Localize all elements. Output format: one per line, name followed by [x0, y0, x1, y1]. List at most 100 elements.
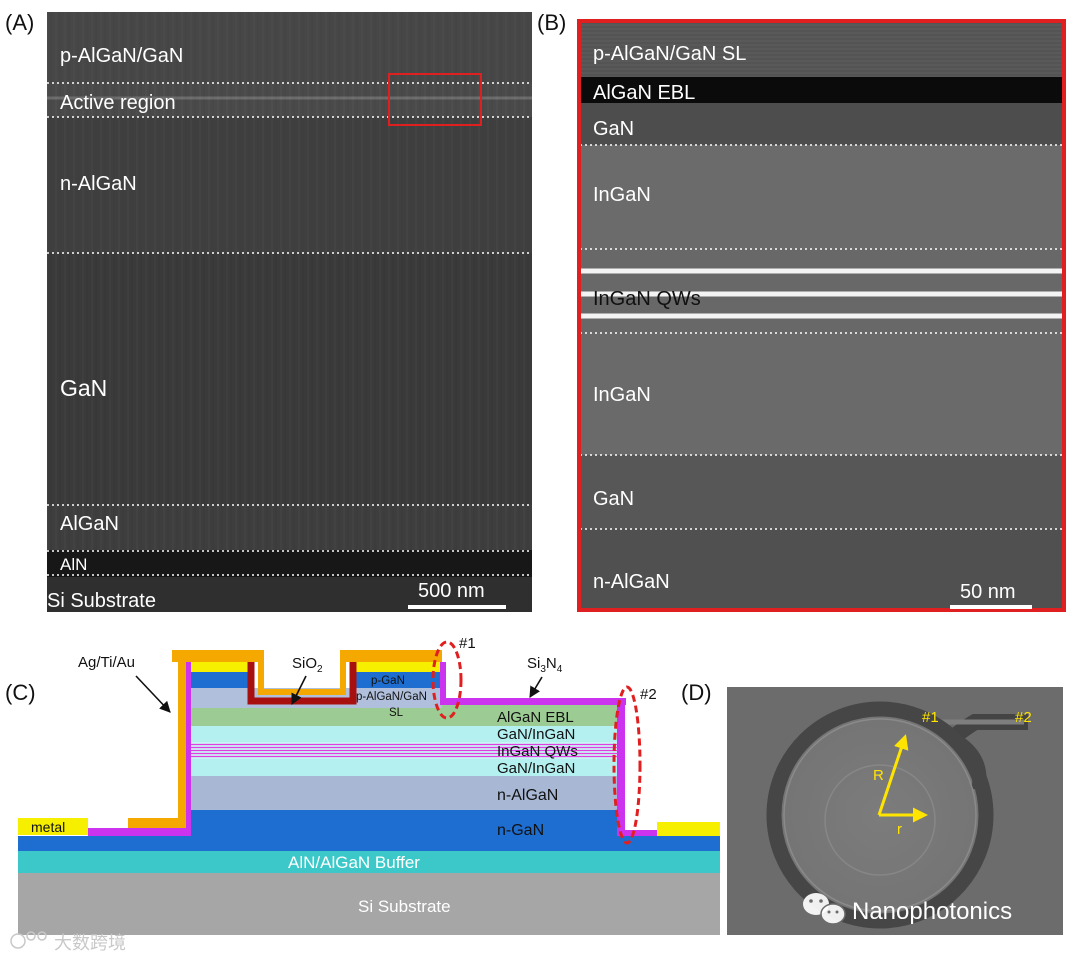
sem-marker-1: #1 [922, 709, 939, 726]
panel-d: (D) #1 #2 R r Nanophotonics [681, 680, 1063, 935]
layer-ingan-qws [580, 249, 1062, 333]
si3n4-right-base [617, 830, 657, 836]
p-gan-left-layer [190, 672, 250, 688]
layer-ingan-top [580, 145, 1062, 249]
nitride-label: Si3N4 [527, 655, 563, 675]
panel-a-label: (A) [5, 10, 34, 35]
label-gan-bottom: GaN [593, 488, 634, 510]
sidewall-metal-left [178, 650, 187, 830]
layer-gan-bottom [580, 455, 1062, 529]
source-watermark-text: 大数跨境 [54, 933, 126, 953]
label-n-algan: n-AlGaN [60, 173, 137, 195]
si3n4-left-base [88, 828, 188, 836]
oxide-subscript: 2 [317, 664, 323, 675]
si3n4-step-sidewall [440, 662, 446, 705]
source-watermark-icon [10, 931, 47, 949]
oxide-arrow [291, 675, 307, 706]
oxide-label: SiO2 [292, 655, 323, 675]
wechat-icon [803, 893, 846, 925]
si3n4-top [440, 698, 626, 705]
panel-c: (C) [5, 635, 720, 935]
panel-b-tem-image [577, 19, 1066, 612]
label-n-algan: n-AlGaN [497, 787, 558, 804]
panel-c-label: (C) [5, 680, 36, 705]
label-gan-top: GaN [593, 118, 634, 140]
label-si-substrate: Si Substrate [47, 590, 156, 612]
nitride-sub-4: 4 [557, 664, 563, 675]
label-p-algan-gan: p-AlGaN/GaN [60, 45, 183, 67]
label-algan-ebl: AlGaN EBL [593, 82, 695, 104]
device-schematic [18, 640, 720, 935]
panel-b: (B) p-AlGaN/GaN SL AlGaN EBL GaN InGaN I… [537, 10, 1066, 612]
label-ingan-bottom: InGaN [593, 384, 651, 406]
label-gan-ingan-bottom: GaN/InGaN [497, 760, 575, 777]
scale-bar-label: 50 nm [960, 581, 1016, 603]
contact-label: Ag/Ti/Au [78, 654, 135, 671]
n-metal-pad-left [18, 818, 88, 835]
superlattice-texture [580, 22, 1062, 77]
panel-b-label: (B) [537, 10, 566, 35]
zoom-frame-border [577, 19, 1066, 612]
top-metal-left [172, 650, 264, 662]
label-active-region: Active region [60, 92, 176, 114]
layer-ingan-bottom [580, 333, 1062, 455]
gan-ingan-bottom-layer [190, 759, 617, 776]
bottom-metal-left [128, 818, 187, 830]
journal-watermark: Nanophotonics [852, 898, 1012, 925]
outer-radius-arrow [877, 734, 909, 816]
label-gan: GaN [60, 375, 107, 401]
buffer-layer [18, 851, 720, 873]
label-ingan-qws: InGaN QWs [497, 743, 578, 760]
sidewall-1-ellipse [431, 640, 463, 720]
si-substrate-layer [18, 873, 720, 935]
ring-inner-edge [783, 718, 977, 912]
sidewall-2-ellipse [612, 685, 642, 845]
label-si-substrate: Si Substrate [358, 897, 451, 916]
n-gan-mesa-layer [190, 810, 617, 851]
scale-bar-label: 500 nm [418, 580, 485, 602]
si3n4-right-sidewall [617, 698, 625, 836]
label-n-algan: n-AlGaN [593, 571, 670, 593]
nitride-si: Si [527, 655, 540, 672]
p-contact-right [354, 662, 442, 672]
label-gan-ingan-top: GaN/InGaN [497, 726, 575, 743]
panel-d-label: (D) [681, 680, 712, 705]
layer-gan-top [580, 103, 1062, 145]
algan-ebl-layer [190, 705, 617, 726]
label-ingan-top: InGaN [593, 184, 651, 206]
panel-a-sem-image [47, 12, 532, 612]
trench-metal [258, 652, 346, 695]
si3n4-left-sidewall [186, 662, 191, 836]
outer-radius-label: R [873, 767, 884, 784]
sem-marker-2: #2 [1015, 709, 1032, 726]
source-watermark: 大数跨境 [10, 931, 126, 953]
n-metal-pad-right [657, 822, 720, 836]
marker-2-label: #2 [640, 686, 657, 703]
zoom-region-box [388, 73, 482, 126]
label-algan-ebl: AlGaN EBL [497, 709, 574, 726]
contact-arrow [135, 675, 171, 713]
layer-aln [47, 550, 532, 577]
nitride-arrow [529, 676, 543, 698]
gan-ingan-top-layer [190, 726, 617, 742]
panel-d-sem-image [727, 687, 1063, 935]
label-algan: AlGaN [60, 513, 119, 535]
inner-radius-label: r [897, 821, 902, 838]
layer-n-algan [580, 529, 1062, 609]
ring-tail [953, 736, 987, 792]
oxide-base: SiO [292, 655, 317, 672]
nitride-n: N [546, 655, 557, 672]
label-ingan-qws: InGaN QWs [593, 288, 701, 310]
image-texture [47, 12, 532, 550]
top-metal-right [340, 650, 442, 662]
label-metal: metal [31, 819, 65, 835]
label-p-gan: p-GaN [371, 675, 405, 687]
label-aln: AlN [60, 555, 87, 574]
label-sl: SL [389, 707, 404, 719]
n-algan-layer [190, 776, 617, 810]
label-p-algan-gan: p-AlGaN/GaN [356, 691, 427, 703]
nitride-sub-3: 3 [540, 664, 546, 675]
label-n-gan: n-GaN [497, 822, 544, 839]
p-contact-left [190, 662, 250, 672]
